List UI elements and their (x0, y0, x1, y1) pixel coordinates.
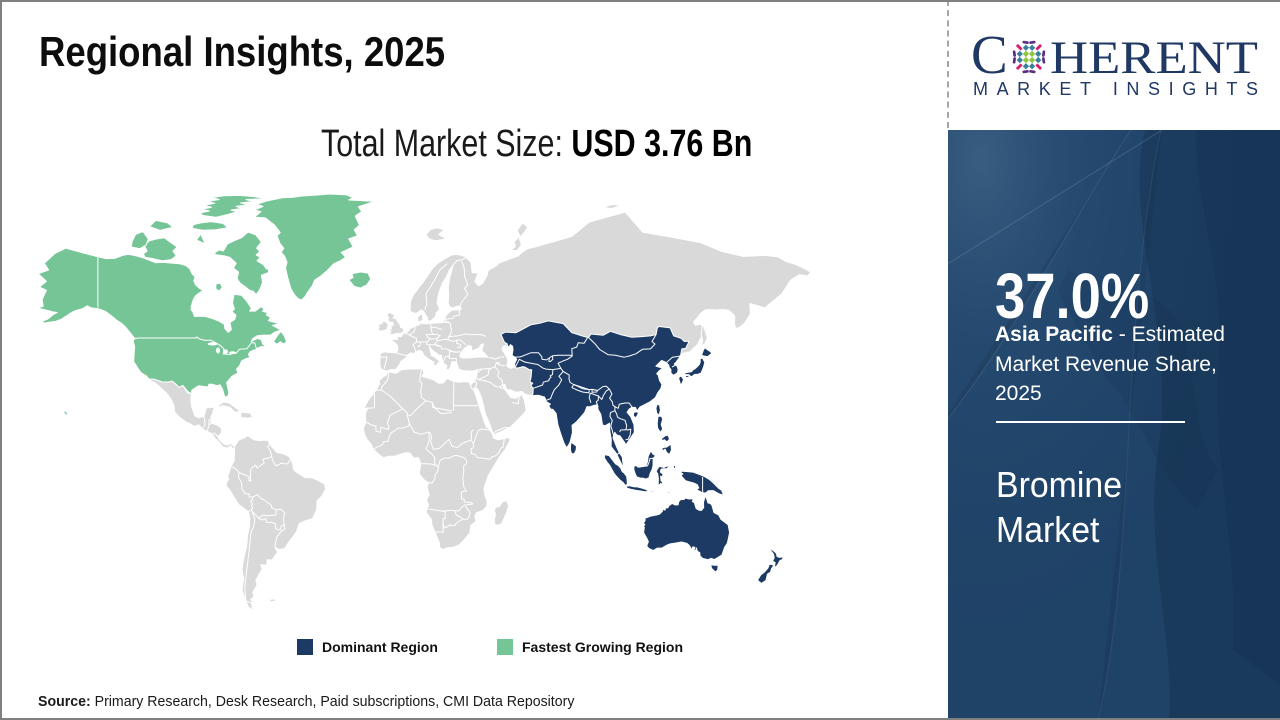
svg-text:HERENT: HERENT (1050, 32, 1258, 84)
svg-text:MARKET INSIGHTS: MARKET INSIGHTS (973, 79, 1258, 99)
svg-text:C: C (971, 30, 1008, 85)
